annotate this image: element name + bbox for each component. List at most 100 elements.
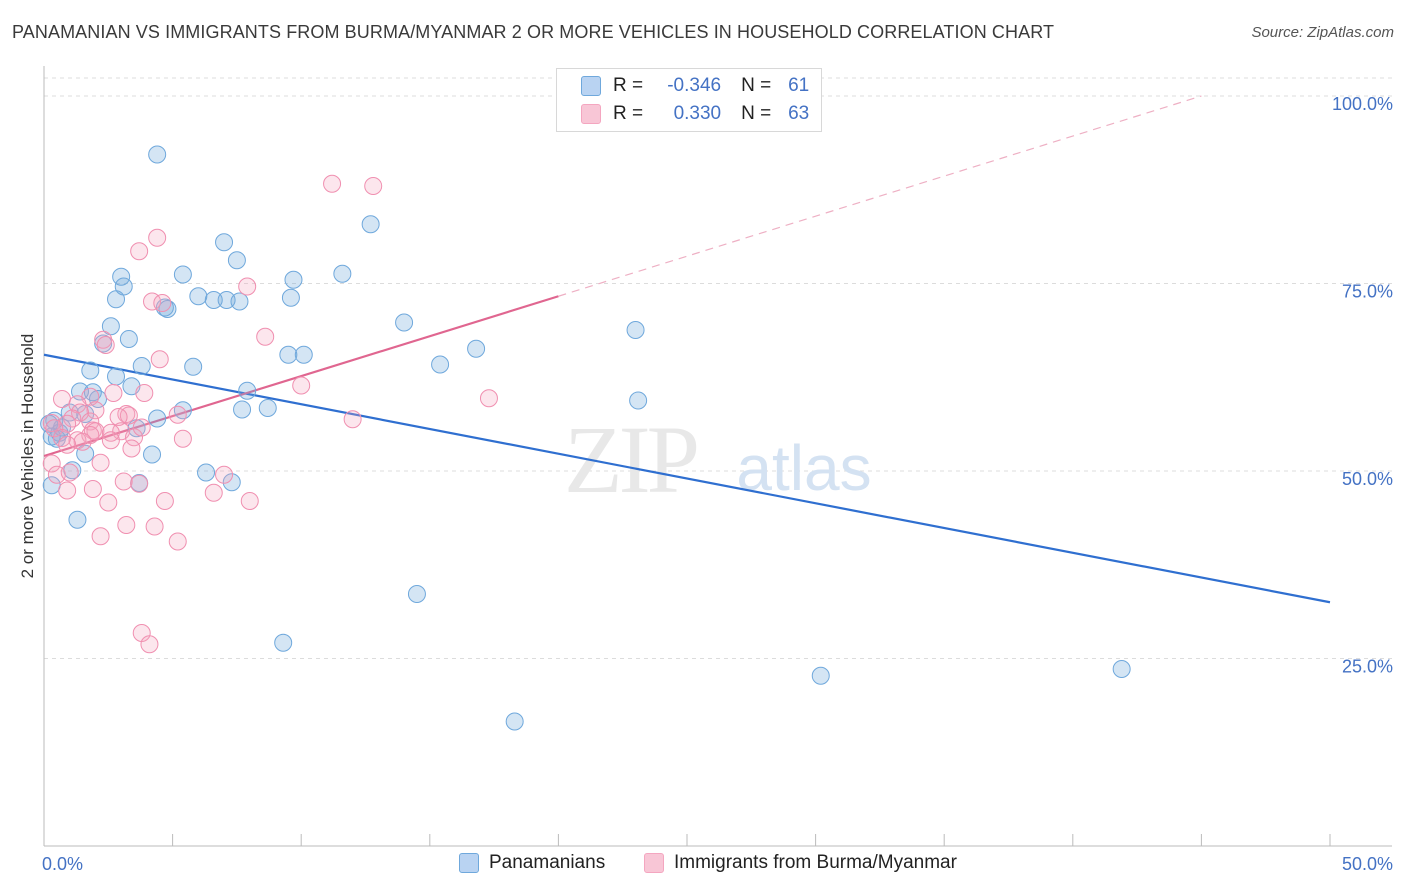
point-panamanians xyxy=(281,288,300,307)
legend-n-label: N = xyxy=(741,75,772,96)
point-burma xyxy=(148,228,167,247)
point-panamanians xyxy=(361,215,380,234)
point-burma xyxy=(145,517,164,536)
watermark-atlas: atlas xyxy=(736,432,871,504)
legend-swatch-blue xyxy=(581,76,601,96)
point-panamanians xyxy=(629,391,648,410)
point-burma xyxy=(42,454,61,473)
point-panamanians xyxy=(227,251,246,270)
point-panamanians xyxy=(81,361,100,380)
point-burma xyxy=(292,376,311,395)
point-burma xyxy=(58,481,77,500)
point-panamanians xyxy=(222,473,241,492)
point-panamanians xyxy=(184,357,203,376)
point-panamanians xyxy=(148,409,167,428)
point-burma xyxy=(155,492,174,510)
y-tick-label: 50.0% xyxy=(1342,469,1393,489)
point-burma xyxy=(150,350,169,369)
series-legend-panamanians: Panamanians xyxy=(459,852,605,874)
point-burma xyxy=(91,527,110,546)
point-panamanians xyxy=(143,445,162,464)
point-panamanians xyxy=(333,264,352,283)
point-burma xyxy=(479,389,498,408)
point-panamanians xyxy=(274,633,293,652)
point-burma xyxy=(323,174,342,193)
point-panamanians xyxy=(467,339,486,358)
point-panamanians xyxy=(238,381,257,400)
y-tick-label: 75.0% xyxy=(1342,282,1393,302)
point-burma xyxy=(204,483,223,502)
legend-n-value: 63 xyxy=(788,103,810,124)
point-panamanians xyxy=(505,712,524,731)
legend-r-label: R = xyxy=(613,75,644,96)
point-burma xyxy=(42,414,61,432)
trend-lines xyxy=(43,95,1331,604)
chart-title: PANAMANIAN VS IMMIGRANTS FROM BURMA/MYAN… xyxy=(12,22,1055,42)
point-burma xyxy=(238,277,257,296)
point-burma xyxy=(215,465,234,484)
point-burma xyxy=(63,409,82,428)
point-panamanians xyxy=(395,313,414,332)
legend-row-panamanians: R = -0.346 N = 61 xyxy=(581,74,809,98)
point-panamanians xyxy=(119,330,138,348)
point-burma xyxy=(96,336,115,354)
point-panamanians xyxy=(284,270,303,289)
point-burma xyxy=(114,472,133,491)
x-tick-label: 0.0% xyxy=(42,854,83,874)
legend-r-value: 0.330 xyxy=(673,103,722,124)
correlation-legend: R = -0.346 N = 61 R = 0.330 N = 63 xyxy=(556,68,822,132)
point-panamanians xyxy=(158,300,177,318)
trend-extension-burma xyxy=(558,95,1202,297)
series-name: Immigrants from Burma/Myanmar xyxy=(674,852,957,873)
point-burma xyxy=(125,428,144,447)
point-panamanians xyxy=(68,510,87,529)
point-burma xyxy=(58,435,77,454)
point-panamanians xyxy=(230,292,249,311)
point-burma xyxy=(140,635,159,654)
point-panamanians xyxy=(197,463,216,482)
source-label: Source: ZipAtlas.com xyxy=(1251,24,1394,41)
point-burma xyxy=(60,463,79,482)
point-burma xyxy=(94,330,113,349)
point-burma xyxy=(130,242,149,261)
point-burma xyxy=(83,480,102,498)
point-burma xyxy=(132,418,151,437)
x-tick-label: 50.0% xyxy=(1342,854,1393,874)
point-burma xyxy=(101,423,120,442)
point-panamanians xyxy=(258,399,277,417)
series-legend-burma: Immigrants from Burma/Myanmar xyxy=(644,852,957,874)
point-burma xyxy=(168,532,187,551)
point-panamanians xyxy=(76,444,95,463)
point-panamanians xyxy=(132,357,151,375)
series-swatch-pink xyxy=(644,853,664,873)
point-burma xyxy=(240,492,259,510)
point-burma xyxy=(117,516,136,534)
point-panamanians xyxy=(215,233,234,252)
point-panamanians xyxy=(189,287,208,306)
point-panamanians xyxy=(811,666,830,685)
point-panamanians xyxy=(204,291,223,309)
trend-line-panamanians xyxy=(43,353,1331,604)
y-tick-label: 25.0% xyxy=(1342,657,1393,677)
point-burma xyxy=(173,429,192,448)
point-panamanians xyxy=(101,317,120,336)
legend-r-value: -0.346 xyxy=(667,75,722,96)
point-burma xyxy=(73,432,92,451)
legend-n-value: 61 xyxy=(788,75,810,96)
y-axis-label: 2 or more Vehicles in Household xyxy=(18,333,37,579)
point-panamanians xyxy=(107,367,126,386)
point-burma xyxy=(109,408,128,426)
point-burma xyxy=(91,453,110,472)
point-panamanians xyxy=(1112,660,1131,678)
point-panamanians xyxy=(233,400,252,419)
tick-labels: 25.0% 50.0% 75.0% 100.0% 0.0% 50.0% xyxy=(42,94,1393,874)
watermark: ZIP atlas xyxy=(564,406,872,513)
point-burma xyxy=(168,405,187,424)
legend-r-label: R = xyxy=(613,103,644,124)
point-panamanians xyxy=(217,291,236,309)
point-burma xyxy=(130,474,149,493)
point-burma xyxy=(101,431,120,450)
point-panamanians xyxy=(626,321,645,339)
point-panamanians xyxy=(107,290,126,309)
